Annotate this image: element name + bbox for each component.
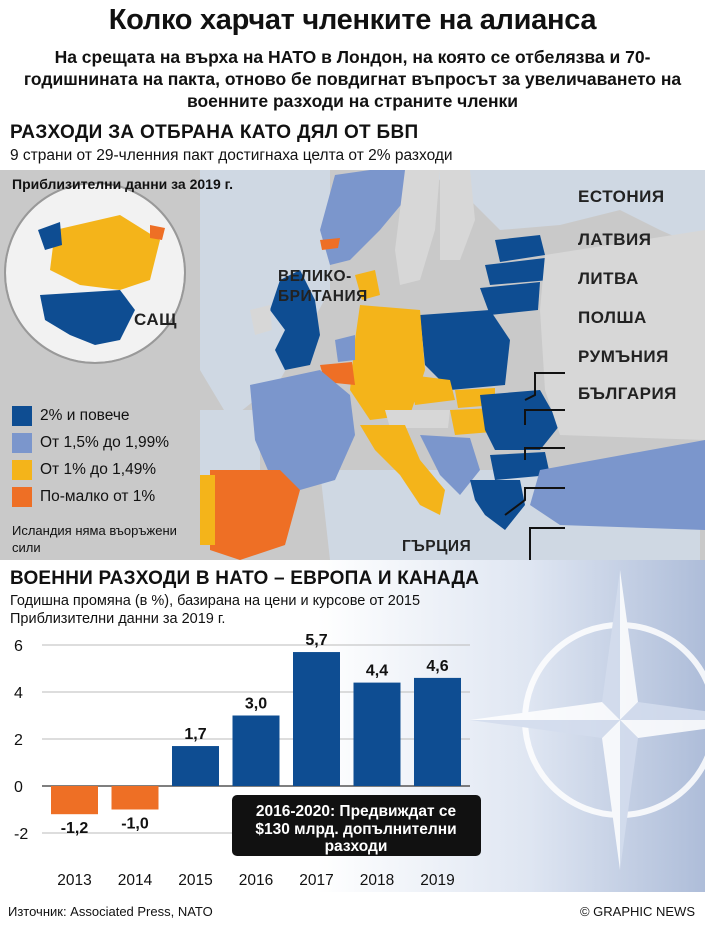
label-estonia: ЕСТОНИЯ	[578, 187, 665, 206]
credit: © GRAPHIC NEWS	[579, 904, 695, 919]
bar-2017	[293, 652, 340, 786]
section2-heading: ВОЕННИ РАЗХОДИ В НАТО – ЕВРОПА И КАНАДА	[10, 568, 480, 589]
section2-subheading-2: Приблизителни данни за 2019 г.	[10, 611, 226, 627]
bar-2016	[232, 715, 280, 786]
bar-2019	[414, 677, 461, 786]
bar-value-label: 4,6	[426, 658, 448, 675]
page-title: Колко харчат членките на алианса	[108, 4, 597, 36]
label-romania: РУМЪНИЯ	[578, 347, 669, 366]
legend-swatch	[12, 405, 32, 426]
y-tick-label: -2	[14, 826, 28, 843]
y-tick-label: 0	[14, 779, 23, 796]
legend-item: По-малко от 1%	[12, 483, 169, 510]
bar-chart: 6 4 2 0 -2 -1,2 2013 -1,0 2014 1,7 2015 3,0 2016 5,7 2…	[14, 570, 705, 889]
label-uk-1: ВЕЛИКО-	[278, 268, 352, 285]
legend-swatch	[12, 459, 32, 480]
bar-value-label: -1,2	[61, 820, 89, 837]
label-latvia: ЛАТВИЯ	[578, 230, 652, 249]
x-tick-label: 2015	[178, 872, 212, 889]
bar-value-label: 3,0	[245, 696, 267, 713]
section2-subheading-1: Годишна промяна (в %), базирана на цени …	[10, 593, 421, 609]
legend-label: 2% и повече	[40, 406, 130, 424]
map-panel: Приблизителни данни за 2019 г. ЕСТОНИЯ Л…	[0, 170, 705, 560]
map-legend: 2% и повече От 1,5% до 1,99% От 1% до 1,…	[12, 402, 169, 510]
legend-item: 2% и повече	[12, 402, 169, 429]
bar-2013	[51, 786, 98, 815]
callout-box: 2016-2020: Предвиждат се $130 млрд. допъ…	[232, 795, 481, 856]
label-poland: ПОЛША	[578, 308, 647, 327]
label-uk-2: БРИТАНИЯ	[278, 288, 368, 305]
map-approx-note: Приблизителни данни за 2019 г.	[12, 176, 233, 192]
y-tick-label: 2	[14, 732, 23, 749]
callout-line3: разходи	[325, 838, 388, 855]
intro-text: На срещата на върха на НАТО в Лондон, на…	[23, 47, 682, 111]
label-usa: САЩ	[134, 310, 177, 329]
nato-star-icon	[470, 570, 705, 870]
callout-line1: 2016-2020: Предвиждат се	[256, 803, 457, 820]
label-bulgaria: БЪЛГАРИЯ	[578, 384, 677, 403]
y-tick-label: 4	[14, 685, 23, 702]
iceland-note: Исландия няма въоръжени сили	[12, 523, 177, 555]
legend-swatch	[12, 486, 32, 507]
bar-value-label: 1,7	[184, 726, 206, 743]
source-note: Източник: Associated Press, NATO	[8, 904, 213, 919]
bar-value-label: 5,7	[305, 632, 327, 649]
x-tick-label: 2019	[420, 872, 454, 889]
legend-label: От 1% до 1,49%	[40, 460, 157, 478]
bar-2018	[353, 682, 401, 786]
chart-panel: 6 4 2 0 -2 -1,2 2013 -1,0 2014 1,7 2015 3,0 2016 5,7 2…	[0, 560, 705, 892]
x-tick-label: 2014	[118, 872, 153, 889]
callout-line2: $130 млрд. допълнителни	[255, 821, 456, 838]
x-tick-label: 2017	[299, 872, 333, 889]
legend-label: По-малко от 1%	[40, 487, 156, 505]
label-greece: ГЪРЦИЯ	[402, 538, 472, 555]
x-tick-label: 2018	[360, 872, 394, 889]
legend-item: От 1% до 1,49%	[12, 456, 169, 483]
section1-subheading: 9 страни от 29-членния пакт достигнаха ц…	[10, 147, 453, 164]
x-tick-label: 2013	[57, 872, 91, 889]
x-tick-label: 2016	[239, 872, 273, 889]
legend-label: От 1,5% до 1,99%	[40, 433, 170, 451]
europe-map	[4, 170, 705, 560]
section2-subheading: Годишна промяна (в %), базирана на цени …	[10, 592, 510, 628]
legend-swatch	[12, 432, 32, 453]
legend-item: От 1,5% до 1,99%	[12, 429, 169, 456]
label-lithuania: ЛИТВА	[578, 269, 639, 288]
bar-2014	[111, 786, 159, 810]
bar-value-label: 4,4	[366, 663, 388, 680]
bar-2015	[172, 746, 219, 786]
bar-value-label: -1,0	[121, 816, 149, 833]
y-tick-label: 6	[14, 638, 23, 655]
section1-heading: РАЗХОДИ ЗА ОТБРАНА КАТО ДЯЛ ОТ БВП	[10, 122, 419, 143]
